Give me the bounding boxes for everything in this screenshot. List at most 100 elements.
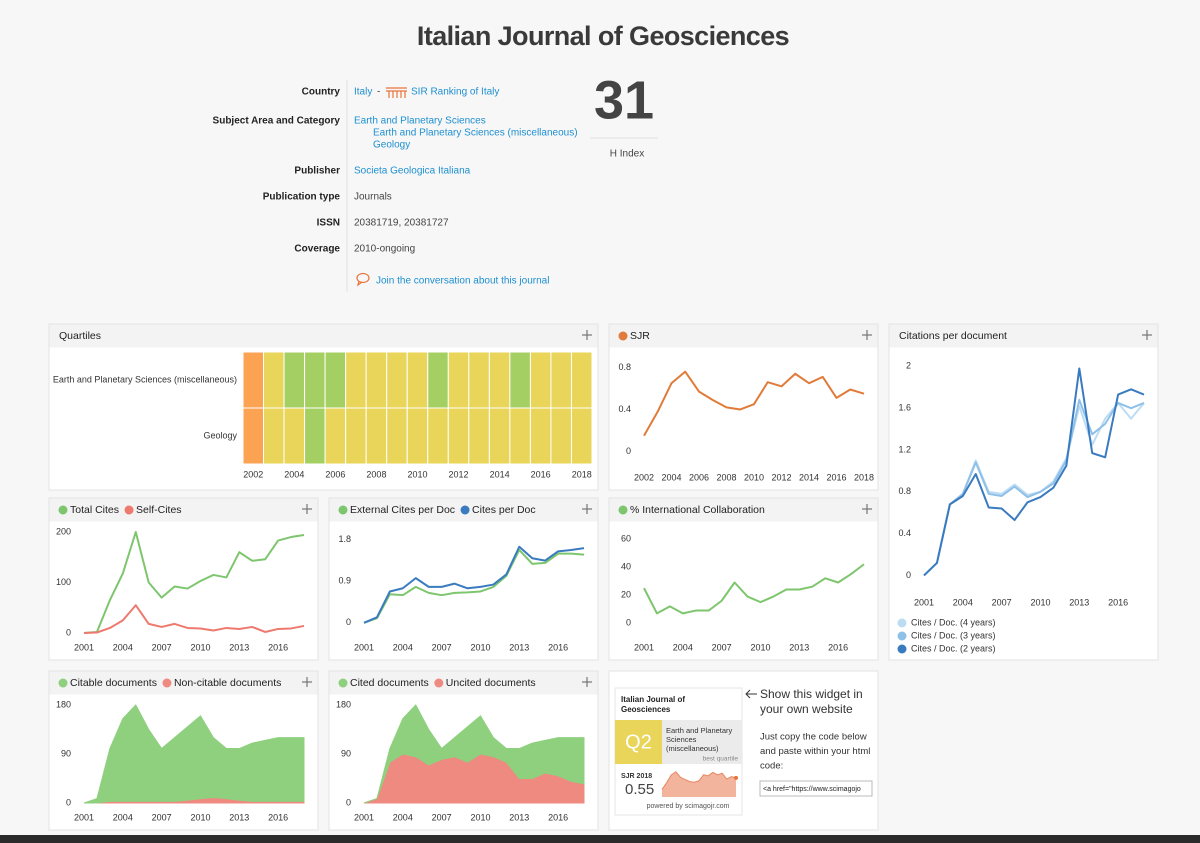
x-tick-label: 2007 — [992, 597, 1012, 607]
expand-button[interactable] — [582, 330, 592, 340]
expand-button[interactable] — [582, 504, 592, 514]
x-tick-label: 2016 — [531, 469, 551, 479]
quartile-cell — [283, 351, 306, 409]
panel-header — [609, 498, 878, 522]
country-link[interactable]: SIR Ranking of Italy — [411, 87, 499, 98]
y-tick-label: 0.8 — [898, 486, 911, 496]
x-tick-label: 2013 — [1069, 597, 1089, 607]
expand-button[interactable] — [582, 677, 592, 687]
info-label: Country — [302, 87, 341, 98]
x-tick-label: 2006 — [325, 469, 345, 479]
sjr-value: 0.55 — [625, 781, 654, 798]
x-tick-label: 2007 — [712, 642, 732, 652]
quartile-cell — [550, 351, 572, 409]
x-tick-label: 2014 — [490, 469, 510, 479]
category-box — [662, 720, 742, 764]
quartile-cell — [263, 407, 285, 465]
category-link[interactable]: Earth and Planetary Sciences — [354, 116, 486, 127]
info-link[interactable]: Societa Geologica Italiana — [354, 166, 471, 177]
category-link[interactable]: Geology — [373, 140, 410, 151]
line — [363, 548, 585, 624]
y-tick-label: 1.8 — [338, 534, 351, 544]
y-tick-label: 0 — [626, 446, 631, 456]
line — [363, 545, 585, 624]
code-text[interactable]: <a href="https://www.scimagojo — [763, 786, 861, 793]
legend-marker — [618, 505, 628, 515]
x-tick-label: 2007 — [432, 812, 452, 822]
line — [923, 367, 1145, 577]
quartile-cell — [570, 407, 593, 465]
x-tick-label: 2012 — [771, 472, 791, 482]
x-tick-label: 2001 — [914, 597, 934, 607]
quartile-cell — [509, 351, 531, 409]
quartile-cell — [529, 407, 552, 465]
x-tick-label: 2016 — [548, 642, 568, 652]
quartile-cell — [427, 407, 449, 465]
legend-marker — [897, 644, 907, 654]
y-tick-label: 200 — [56, 526, 71, 536]
quartile-cell — [386, 407, 408, 465]
quartile-cell — [345, 407, 367, 465]
expand-button[interactable] — [1142, 330, 1152, 340]
footer-bar — [0, 835, 1200, 843]
x-tick-label: 2016 — [828, 642, 848, 652]
x-tick-label: 2007 — [432, 642, 452, 652]
quartile-cell — [304, 351, 326, 409]
x-tick-label: 2010 — [190, 812, 210, 822]
x-tick-label: 2001 — [74, 642, 94, 652]
legend-label: External Cites per Doc — [350, 504, 455, 516]
expand-button[interactable] — [862, 330, 872, 340]
legend-label: Cites / Doc. (3 years) — [911, 630, 996, 640]
sparkline-end — [734, 775, 738, 780]
legend-label: Cites / Doc. (4 years) — [911, 617, 996, 627]
quartile-cell — [509, 407, 531, 465]
quartile-cell — [406, 407, 429, 465]
quartile-cell — [406, 351, 429, 409]
expand-button[interactable] — [862, 504, 872, 514]
widget-heading: Show this widget in — [760, 687, 863, 701]
code-box[interactable] — [759, 780, 873, 797]
y-tick-label: 0.4 — [618, 404, 631, 414]
x-tick-label: 2001 — [354, 642, 374, 652]
x-tick-label: 2004 — [953, 597, 973, 607]
separator-dash: - — [377, 87, 380, 98]
x-tick-label: 2002 — [243, 469, 263, 479]
country-link[interactable]: Italy — [354, 87, 372, 98]
x-tick-label: 2012 — [449, 469, 469, 479]
info-label: Publication type — [263, 192, 341, 203]
quartile-cell — [242, 351, 265, 409]
panel-title: Quartiles — [59, 330, 101, 342]
quartile-cell — [529, 351, 552, 409]
y-tick-label: 1.2 — [898, 444, 911, 454]
y-tick-label: 0 — [346, 797, 351, 807]
legend-marker — [58, 505, 68, 515]
quartile-cell — [263, 351, 285, 409]
x-tick-label: 2010 — [190, 642, 210, 652]
widget-title: Italian Journal of — [621, 695, 685, 704]
x-tick-label: 2007 — [152, 812, 172, 822]
panel — [328, 497, 599, 661]
panel — [48, 497, 319, 661]
conversation-link[interactable]: Join the conversation about this journal — [376, 276, 549, 287]
x-tick-label: 2018 — [854, 472, 874, 482]
widget-category: (miscellaneous) — [666, 744, 719, 753]
journal-title: Italian Journal of Geosciences — [417, 21, 789, 51]
x-tick-label: 2010 — [1030, 597, 1050, 607]
quartile-cell — [488, 351, 511, 409]
panel — [608, 323, 879, 491]
expand-button[interactable] — [302, 504, 312, 514]
quartile-box — [615, 720, 662, 764]
x-tick-label: 2006 — [689, 472, 709, 482]
x-tick-label: 2001 — [74, 812, 94, 822]
x-tick-label: 2016 — [548, 812, 568, 822]
expand-button[interactable] — [302, 677, 312, 687]
legend-marker — [897, 618, 907, 628]
line — [83, 531, 305, 634]
y-tick-label: 90 — [341, 748, 351, 758]
quartile-cell — [345, 351, 367, 409]
category-link[interactable]: Earth and Planetary Sciences (miscellane… — [373, 128, 578, 139]
y-tick-label: 1.6 — [898, 403, 911, 413]
x-tick-label: 2004 — [393, 642, 413, 652]
quartile-cell — [550, 407, 572, 465]
